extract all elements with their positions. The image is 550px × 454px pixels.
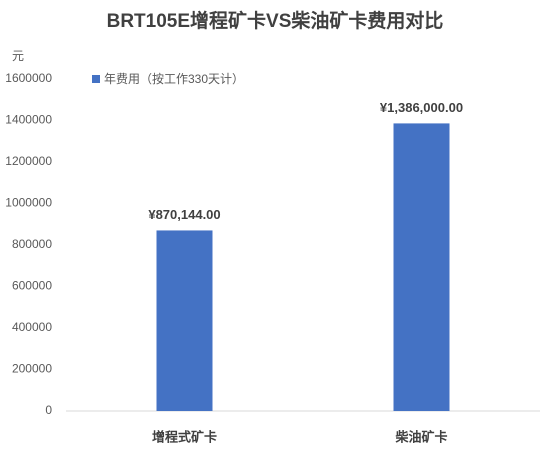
bar [393, 123, 450, 411]
y-tick-label: 0 [45, 403, 52, 417]
legend-swatch [92, 75, 100, 83]
y-tick-label: 1000000 [5, 196, 52, 210]
y-tick-label: 1400000 [5, 113, 52, 127]
y-tick-label: 800000 [12, 237, 52, 251]
y-axis-label: 元 [12, 49, 24, 63]
y-tick-label: 1600000 [5, 71, 52, 85]
value-label: ¥870,144.00 [148, 207, 220, 222]
y-tick-label: 600000 [12, 279, 52, 293]
legend-label: 年费用（按工作330天计） [104, 72, 244, 86]
y-tick-label: 200000 [12, 362, 52, 376]
x-tick-label: 柴油矿卡 [394, 429, 447, 444]
x-tick-label: 增程式矿卡 [152, 429, 217, 444]
value-label: ¥1,386,000.00 [380, 100, 463, 115]
bar [156, 230, 213, 411]
y-tick-label: 400000 [12, 320, 52, 334]
y-tick-label: 1200000 [5, 154, 52, 168]
chart-title: BRT105E增程矿卡VS柴油矿卡费用对比 [107, 9, 444, 32]
